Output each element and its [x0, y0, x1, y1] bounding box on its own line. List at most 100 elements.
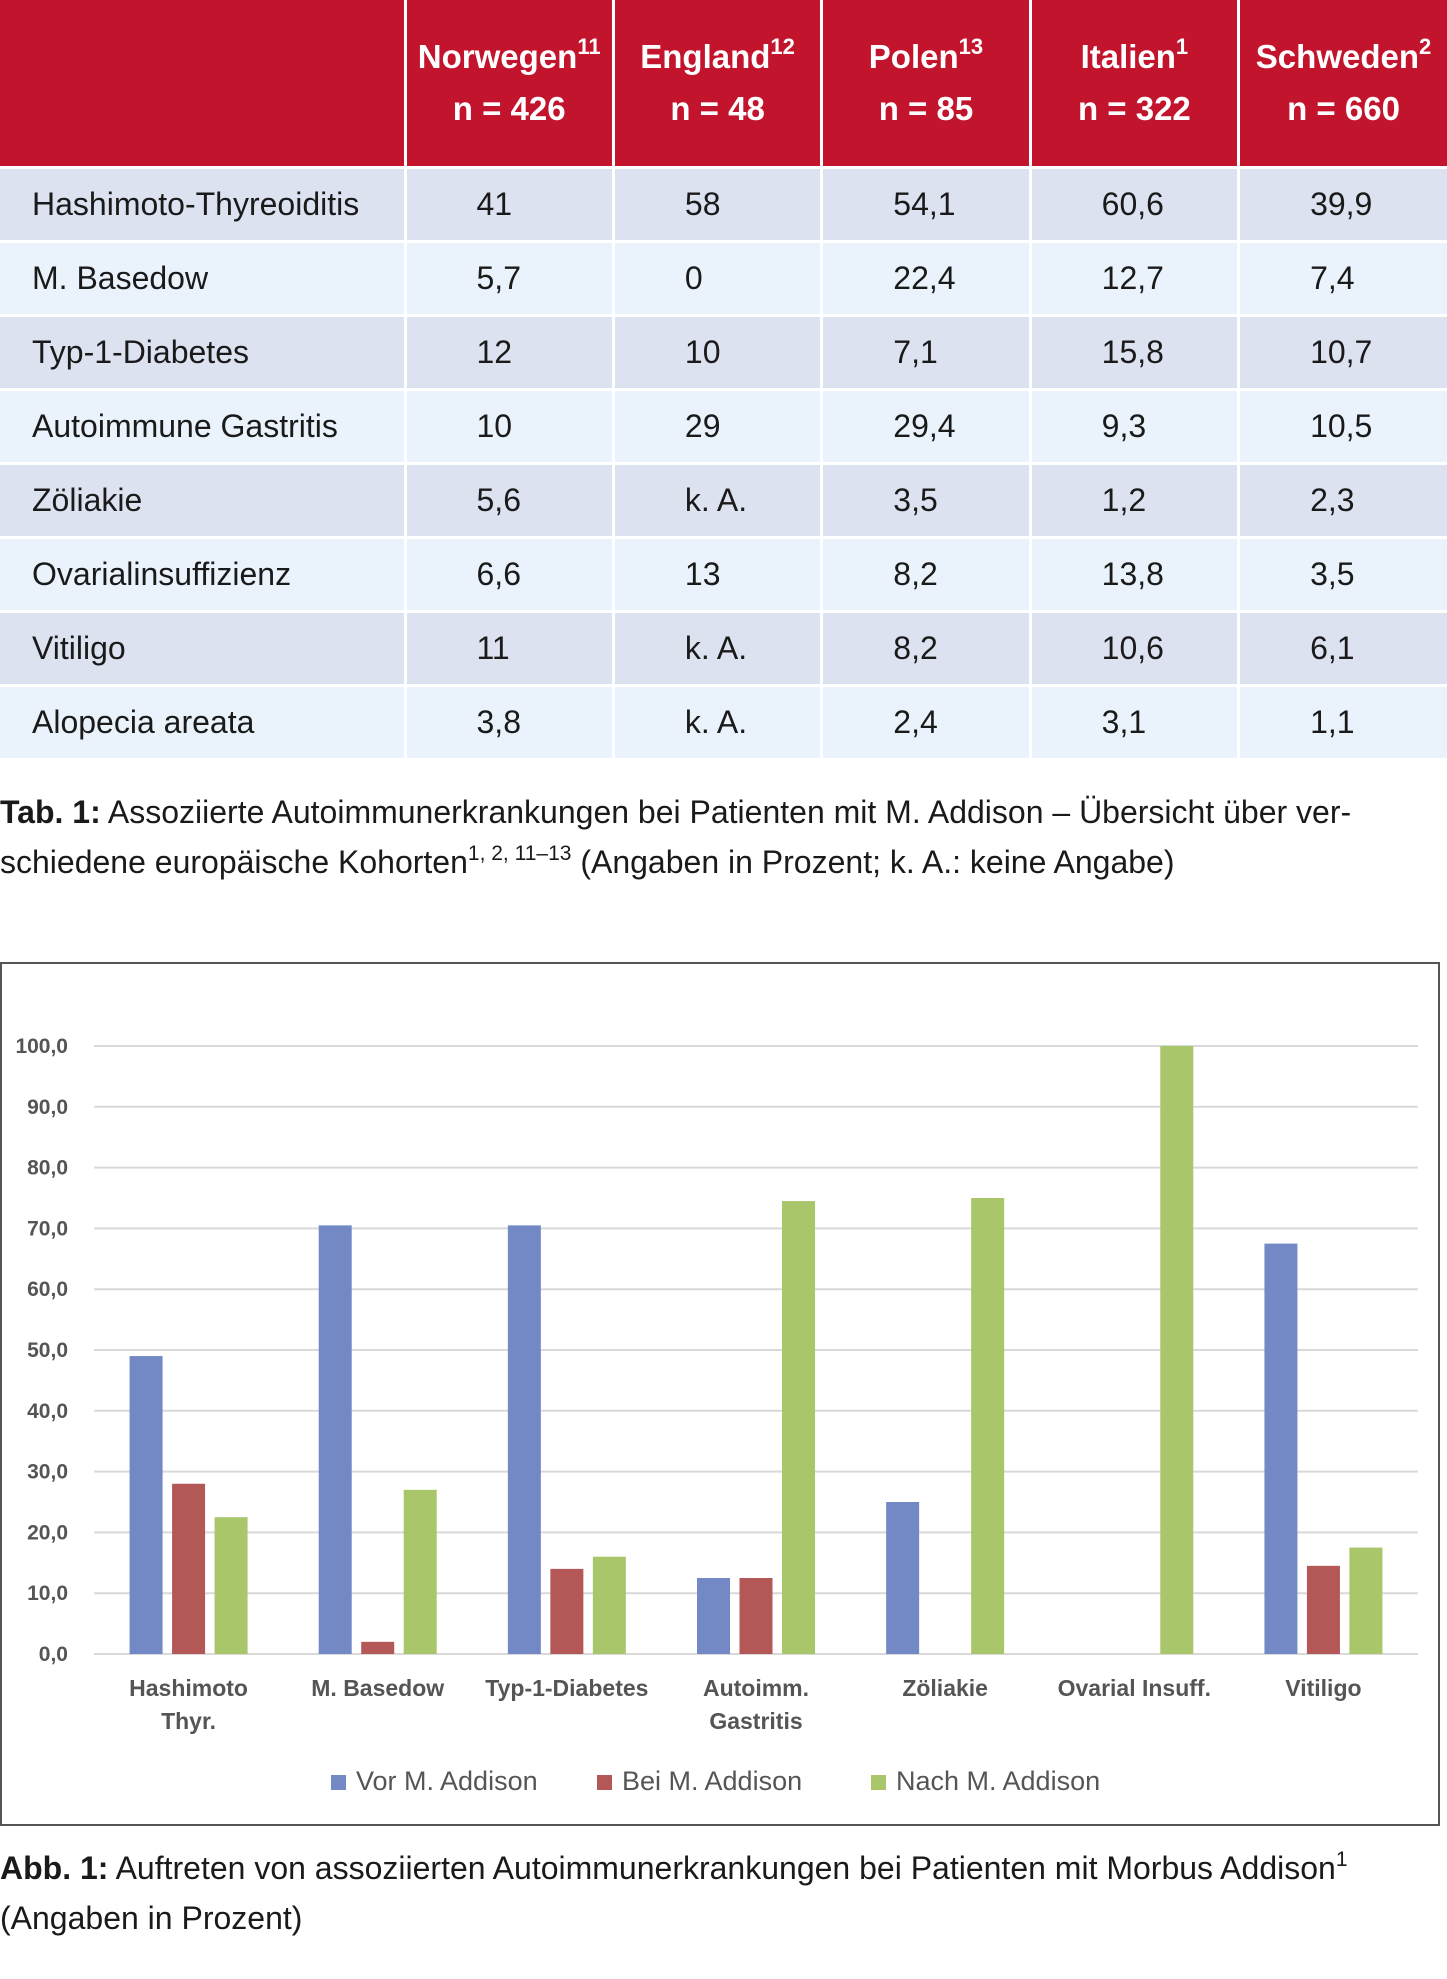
table-caption-tail: (Angaben in Prozent; k. A.: keine Angabe… — [571, 844, 1175, 880]
table-cell: 12,7 — [1030, 240, 1241, 316]
table-row: M. Basedow 5,7 0 22,4 12,7 7,4 — [0, 240, 1447, 316]
bar — [1160, 1046, 1194, 1654]
y-tick-label: 50,0 — [27, 1339, 68, 1362]
table-cell: 10,6 — [1030, 610, 1241, 686]
comorbidity-table: Norwegen11 n = 426 England12 n = 48 Polen1… — [0, 0, 1447, 758]
table-cell: 13 — [613, 536, 824, 612]
table-row: Alopecia areata 3,8 k. A. 2,4 3,1 1,1 — [0, 684, 1447, 758]
y-tick-label: 0,0 — [39, 1643, 68, 1666]
table-cell: 15,8 — [1030, 314, 1241, 390]
table-header-row: Norwegen11 n = 426 England12 n = 48 Polen1… — [0, 0, 1447, 168]
table-cell: 29,4 — [821, 388, 1032, 464]
y-tick-label: 10,0 — [27, 1582, 68, 1605]
table-cell: k. A. — [613, 462, 824, 538]
y-tick-label: 80,0 — [27, 1157, 68, 1180]
column-header: England12 n = 48 — [613, 0, 824, 168]
legend-swatch — [597, 1775, 612, 1790]
bar-chart-frame: 0,0 10,0 20,0 30,0 40,0 50,0 60,0 70,0 80,0 90,0 1… — [0, 962, 1440, 1826]
table-cell: 8,2 — [821, 610, 1032, 686]
table-cell: 6,6 — [405, 536, 615, 612]
table-cell: 2,3 — [1238, 462, 1447, 538]
row-label: Vitiligo — [0, 610, 407, 686]
table-cell: 9,3 — [1030, 388, 1241, 464]
bar — [129, 1356, 163, 1654]
bar — [318, 1225, 352, 1654]
y-tick-label: 100,0 — [15, 1035, 68, 1058]
bar-chart: 0,0 10,0 20,0 30,0 40,0 50,0 60,0 70,0 80,0 90,0 1… — [15, 1035, 1418, 1796]
y-tick-label: 90,0 — [27, 1096, 68, 1119]
y-tick-label: 40,0 — [27, 1400, 68, 1423]
row-label: Hashimoto-Thyreoiditis — [0, 166, 407, 242]
table-cell: 8,2 — [821, 536, 1032, 612]
table-cell: 39,9 — [1238, 166, 1447, 242]
figure-caption-text: Auftreten von assoziierten Autoimmunerkr… — [108, 1850, 1336, 1886]
table-cell: 58 — [613, 166, 824, 242]
bar — [697, 1578, 730, 1654]
legend-swatch — [331, 1775, 346, 1790]
x-category-label: Autoimm. — [703, 1675, 809, 1701]
bar — [592, 1556, 626, 1654]
table-cell: 60,6 — [1030, 166, 1241, 242]
row-label: Zöliakie — [0, 462, 407, 538]
bar — [214, 1517, 248, 1654]
x-category-label: Typ-1-Diabetes — [485, 1675, 648, 1701]
table-cell: 29 — [613, 388, 824, 464]
x-category-label: Hashimoto — [129, 1675, 248, 1701]
row-label: Autoimmune Gastritis — [0, 388, 407, 464]
bar — [403, 1489, 437, 1654]
column-header: Schweden2 n = 660 — [1238, 0, 1447, 168]
bar — [886, 1502, 920, 1654]
table-cell: 3,1 — [1030, 684, 1241, 758]
figure-caption-ref: 1 — [1335, 1848, 1348, 1871]
column-header: Polen13 n = 85 — [821, 0, 1032, 168]
table-caption: Tab. 1: Assoziierte Autoimmunerkrankunge… — [0, 787, 1420, 887]
table-cell: 1,1 — [1238, 684, 1447, 758]
table-cell: 41 — [405, 166, 615, 242]
table-cell: 10 — [613, 314, 824, 390]
table-cell: 54,1 — [821, 166, 1032, 242]
table-caption-refs: 1, 2, 11–13 — [467, 842, 572, 865]
table-cell: 10,5 — [1238, 388, 1447, 464]
table-cell: 2,4 — [821, 684, 1032, 758]
figure-caption-line2: (Angaben in Prozent) — [0, 1900, 303, 1936]
table-cell: 7,4 — [1238, 240, 1447, 316]
table-cell: 1,2 — [1030, 462, 1241, 538]
table-cell: 7,1 — [821, 314, 1032, 390]
bar — [507, 1225, 541, 1654]
table-cell: 22,4 — [821, 240, 1032, 316]
bar — [971, 1198, 1005, 1654]
row-label: Ovarialinsuffizienz — [0, 536, 407, 612]
x-category-label: Gastritis — [709, 1708, 802, 1734]
table-cell: 3,5 — [821, 462, 1032, 538]
bar — [361, 1641, 395, 1654]
row-label: M. Basedow — [0, 240, 407, 316]
table-cell: 6,1 — [1238, 610, 1447, 686]
x-category-label: Zöliakie — [902, 1675, 988, 1701]
header-empty-cell — [0, 0, 407, 168]
table-row: Ovarialinsuffizienz 6,6 13 8,2 13,8 3,5 — [0, 536, 1447, 612]
bar — [550, 1568, 584, 1654]
bar — [1264, 1243, 1298, 1654]
bar — [1349, 1547, 1383, 1654]
table-cell: k. A. — [613, 684, 824, 758]
legend-label: Nach M. Addison — [896, 1766, 1100, 1796]
table-row: Autoimmune Gastritis 10 29 29,4 9,3 10,5 — [0, 388, 1447, 464]
legend-label: Bei M. Addison — [622, 1766, 802, 1796]
table-cell: 5,7 — [405, 240, 615, 316]
figure-caption-label: Abb. 1: — [0, 1850, 109, 1886]
table-cell: 5,6 — [405, 462, 615, 538]
x-category-label: Ovarial Insuff. — [1058, 1675, 1211, 1701]
row-label: Alopecia areata — [0, 684, 407, 758]
table-caption-label: Tab. 1: — [0, 794, 101, 830]
y-tick-label: 60,0 — [27, 1278, 68, 1301]
legend-label: Vor M. Addison — [356, 1766, 538, 1796]
bar — [172, 1483, 206, 1654]
table-row: Vitiligo 11 k. A. 8,2 10,6 6,1 — [0, 610, 1447, 686]
bar — [782, 1201, 815, 1654]
y-tick-label: 30,0 — [27, 1461, 68, 1484]
bar — [739, 1578, 773, 1654]
table-row: Zöliakie 5,6 k. A. 3,5 1,2 2,3 — [0, 462, 1447, 538]
y-tick-label: 20,0 — [27, 1521, 68, 1544]
table-cell: 13,8 — [1030, 536, 1241, 612]
row-label: Typ-1-Diabetes — [0, 314, 407, 390]
